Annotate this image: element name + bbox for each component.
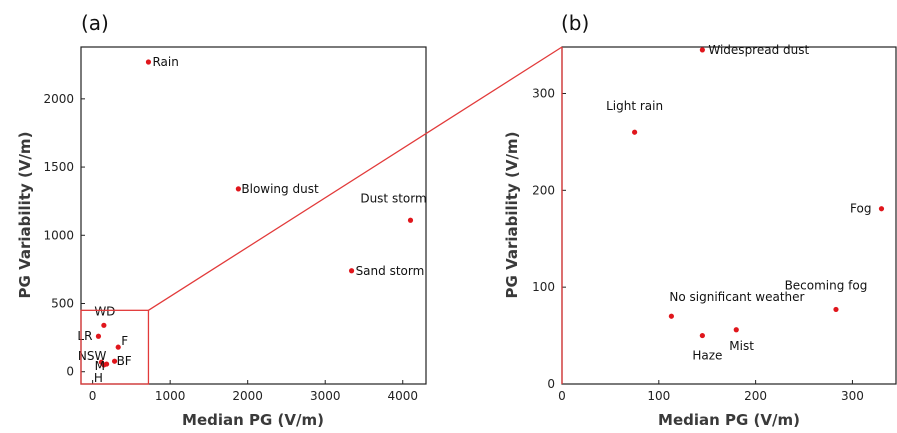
panel-a-x-tick-label: 4000 <box>387 389 418 403</box>
zoom-indicator <box>80 46 563 385</box>
panel-b-point-label-mist: Mist <box>729 339 754 353</box>
panel-a-x-axis-title: Median PG (V/m) <box>182 411 324 429</box>
zoom-box <box>80 309 150 385</box>
panel-b-point-label-no-significant-weather: No significant weather <box>669 290 804 304</box>
panel-a-x-tick-label: 1000 <box>155 389 186 403</box>
panel-b-point-label-widespread-dust: Widespread dust <box>708 43 809 57</box>
panel-a-plot-area <box>80 46 427 385</box>
panel-b-y-axis-title: PG Variability (V/m) <box>503 132 521 299</box>
panel-b-point-becoming-fog <box>833 306 839 313</box>
panel-a-point-label-h: H <box>94 371 103 385</box>
panel-a-point-dust-storm <box>407 217 414 223</box>
panel-b-point-label-becoming-fog: Becoming fog <box>785 278 868 292</box>
panel-a-point-label-lr: LR <box>77 329 92 343</box>
panel-a-label: (a) <box>81 11 109 35</box>
panel-b-plot-area <box>561 46 897 385</box>
panel-b-y-tick-label: 100 <box>532 280 555 294</box>
panel-b-point-light-rain <box>632 129 638 135</box>
panel-a-y-tick-label: 0 <box>66 365 74 379</box>
panel-b-point-label-haze: Haze <box>692 349 722 363</box>
panel-a-point-label-rain: Rain <box>152 55 178 69</box>
panel-a-point-f <box>115 344 121 350</box>
panel-b-y-tick-label: 0 <box>547 377 555 391</box>
panel-a-y-tick-label: 1000 <box>43 228 74 242</box>
panel-a-point-rain <box>145 59 152 65</box>
panel-a-x-tick-label: 2000 <box>232 389 263 403</box>
panel-b-x-tick-label: 200 <box>744 389 767 403</box>
panel-b-point-widespread-dust <box>699 47 705 53</box>
panel-b-point-label-fog: Fog <box>850 202 871 216</box>
panel-b-y-tick-label: 300 <box>532 86 555 100</box>
panel-b-point-label-light-rain: Light rain <box>606 99 663 113</box>
panel-a-y-tick-label: 500 <box>51 297 74 311</box>
panel-b-y-tick-label: 200 <box>532 183 555 197</box>
panel-b-x-tick-label: 300 <box>841 389 864 403</box>
panel-a-point-label-blowing-dust: Blowing dust <box>241 182 319 196</box>
panel-a-y-tick-label: 1500 <box>43 160 74 174</box>
panel-b-x-axis-title: Median PG (V/m) <box>658 411 800 429</box>
panel-a-point-label-dust-storm: Dust storm <box>360 191 426 205</box>
panel-a-x-tick-label: 3000 <box>310 389 341 403</box>
panel-b-point-haze <box>699 332 705 339</box>
panel-b-marks: 0 100 200 300 0 100 200 300 Widespread dust Light… <box>532 43 885 403</box>
panel-a-point-label-wd: WD <box>94 304 115 318</box>
panel-a-point-label-nsw: NSW <box>78 349 107 363</box>
panel-a-marks: 0 1000 2000 3000 4000 0 500 1000 1500 2000 Rain Blo… <box>43 55 426 403</box>
zoom-connector-line <box>148 46 563 311</box>
panel-a-point-blowing-dust <box>235 186 241 192</box>
panel-a-point-bf <box>111 358 118 364</box>
panel-a-point-wd <box>101 322 107 328</box>
panel-a-y-tick-label: 2000 <box>43 92 74 106</box>
panel-a-point-label-f: F <box>121 334 128 348</box>
panel-a-x-tick-label: 0 <box>89 389 97 403</box>
panel-a-point-label-sand-storm: Sand storm <box>356 264 425 278</box>
panel-b-point-fog <box>878 206 885 212</box>
panel-a-point-sand-storm <box>348 268 355 274</box>
panel-b-x-tick-label: 0 <box>558 389 566 403</box>
panel-b-label: (b) <box>561 11 589 35</box>
panel-b-point-no-significant-weather <box>668 313 674 319</box>
panel-a-point-label-bf: BF <box>117 354 132 368</box>
panel-a-point-label-m: M <box>95 359 105 373</box>
panel-b-point-mist <box>733 327 739 333</box>
panel-a-y-axis-title: PG Variability (V/m) <box>16 132 34 299</box>
panel-b-x-tick-label: 100 <box>647 389 670 403</box>
panel-a-point-lr <box>95 333 102 339</box>
panel-a-point-m <box>103 361 110 367</box>
